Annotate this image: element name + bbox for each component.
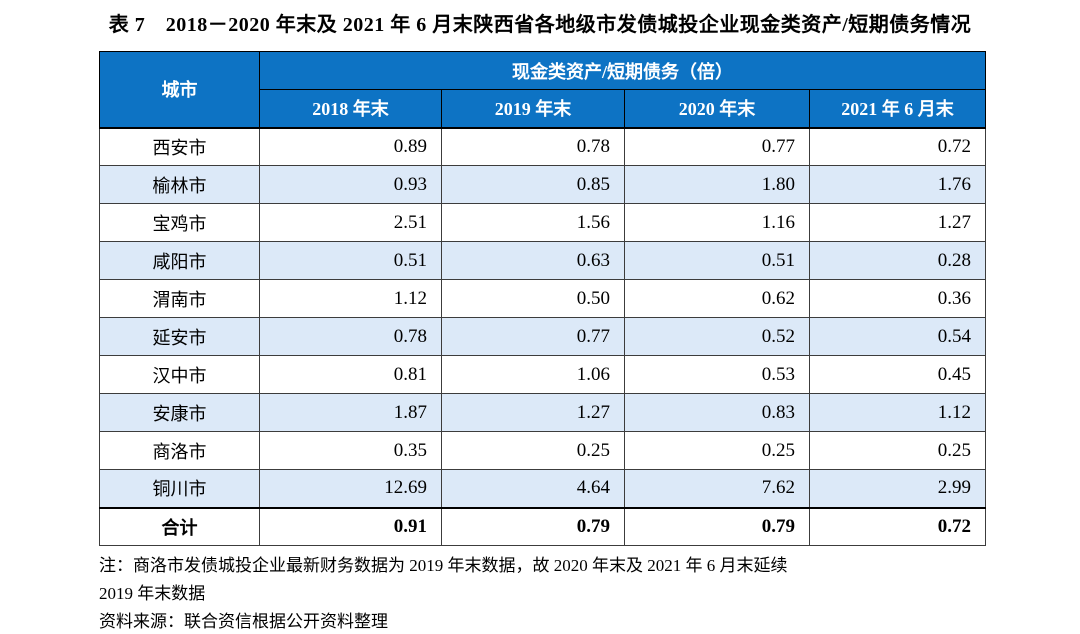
- value-cell: 1.06: [441, 355, 625, 394]
- total-value-cell: 0.79: [441, 506, 625, 546]
- value-cell: 0.36: [809, 279, 986, 318]
- value-cell: 0.89: [259, 127, 442, 166]
- table-row: 西安市 0.89 0.78 0.77 0.72: [99, 127, 986, 166]
- note-line-2: 2019 年末数据: [99, 584, 206, 603]
- city-cell: 汉中市: [99, 355, 260, 394]
- total-row: 合计 0.91 0.79 0.79 0.72: [99, 506, 986, 546]
- group-header: 现金类资产/短期债务（倍）: [259, 51, 986, 90]
- value-cell: 0.85: [441, 165, 625, 204]
- col-header-2018: 2018 年末: [259, 89, 442, 129]
- group-header-row: 城市 现金类资产/短期债务（倍）: [99, 51, 986, 129]
- table-row: 商洛市 0.35 0.25 0.25 0.25: [99, 431, 986, 470]
- value-cell: 0.78: [259, 317, 442, 356]
- value-cell: 1.87: [259, 393, 442, 432]
- value-cell: 0.51: [624, 241, 810, 280]
- city-cell: 铜川市: [99, 469, 260, 508]
- value-cell: 0.72: [809, 127, 986, 166]
- table-row: 咸阳市 0.51 0.63 0.51 0.28: [99, 241, 986, 280]
- value-cell: 1.27: [809, 203, 986, 242]
- table-row: 铜川市 12.69 4.64 7.62 2.99: [99, 469, 986, 508]
- value-cell: 2.99: [809, 469, 986, 508]
- value-cell: 4.64: [441, 469, 625, 508]
- value-cell: 0.81: [259, 355, 442, 394]
- table-body: 西安市 0.89 0.78 0.77 0.72 榆林市 0.93 0.85 1.…: [99, 127, 986, 508]
- note-line-1: 注：商洛市发债城投企业最新财务数据为 2019 年末数据，故 2020 年末及 …: [99, 556, 788, 575]
- table-row: 安康市 1.87 1.27 0.83 1.12: [99, 393, 986, 432]
- total-value-cell: 0.91: [259, 506, 442, 546]
- total-label-cell: 合计: [99, 506, 260, 546]
- city-cell: 安康市: [99, 393, 260, 432]
- table-row: 汉中市 0.81 1.06 0.53 0.45: [99, 355, 986, 394]
- value-cell: 0.54: [809, 317, 986, 356]
- value-cell: 0.77: [624, 127, 810, 166]
- city-cell: 榆林市: [99, 165, 260, 204]
- value-cell: 0.93: [259, 165, 442, 204]
- value-cell: 0.83: [624, 393, 810, 432]
- value-cell: 0.35: [259, 431, 442, 470]
- value-cell: 1.56: [441, 203, 625, 242]
- table-row: 延安市 0.78 0.77 0.52 0.54: [99, 317, 986, 356]
- value-cell: 1.16: [624, 203, 810, 242]
- table-notes: 注：商洛市发债城投企业最新财务数据为 2019 年末数据，故 2020 年末及 …: [99, 552, 985, 634]
- city-cell: 渭南市: [99, 279, 260, 318]
- col-header-2021h1: 2021 年 6 月末: [809, 89, 986, 129]
- value-cell: 0.50: [441, 279, 625, 318]
- value-cell: 12.69: [259, 469, 442, 508]
- value-cell: 0.51: [259, 241, 442, 280]
- city-cell: 延安市: [99, 317, 260, 356]
- value-cell: 0.25: [809, 431, 986, 470]
- table-row: 渭南市 1.12 0.50 0.62 0.36: [99, 279, 986, 318]
- value-cell: 0.77: [441, 317, 625, 356]
- value-cell: 7.62: [624, 469, 810, 508]
- cash-to-short-term-debt-table: 城市 现金类资产/短期债务（倍） 2018 年末 2019 年末 2020 年末…: [99, 51, 986, 546]
- value-cell: 0.25: [441, 431, 625, 470]
- value-cell: 0.45: [809, 355, 986, 394]
- source-line: 资料来源：联合资信根据公开资料整理: [99, 612, 388, 631]
- table-row: 榆林市 0.93 0.85 1.80 1.76: [99, 165, 986, 204]
- value-cell: 0.62: [624, 279, 810, 318]
- value-cell: 0.25: [624, 431, 810, 470]
- value-cell: 1.76: [809, 165, 986, 204]
- value-cell: 0.53: [624, 355, 810, 394]
- value-cell: 2.51: [259, 203, 442, 242]
- city-cell: 宝鸡市: [99, 203, 260, 242]
- corner-header-city: 城市: [99, 51, 260, 129]
- city-cell: 咸阳市: [99, 241, 260, 280]
- table-footer: 合计 0.91 0.79 0.79 0.72: [99, 506, 986, 546]
- city-cell: 西安市: [99, 127, 260, 166]
- col-header-2019: 2019 年末: [441, 89, 625, 129]
- city-cell: 商洛市: [99, 431, 260, 470]
- year-header-row: 2018 年末 2019 年末 2020 年末 2021 年 6 月末: [100, 89, 986, 129]
- total-value-cell: 0.72: [809, 506, 986, 546]
- table-title: 表 7 2018－2020 年末及 2021 年 6 月末陕西省各地级市发债城投…: [108, 14, 972, 36]
- value-cell: 1.12: [259, 279, 442, 318]
- value-cell: 0.28: [809, 241, 986, 280]
- value-cell: 0.78: [441, 127, 625, 166]
- col-header-2020: 2020 年末: [624, 89, 810, 129]
- value-cell: 0.63: [441, 241, 625, 280]
- value-cell: 1.27: [441, 393, 625, 432]
- value-cell: 1.12: [809, 393, 986, 432]
- table-header: 城市 现金类资产/短期债务（倍） 2018 年末 2019 年末 2020 年末…: [99, 51, 986, 129]
- value-cell: 1.80: [624, 165, 810, 204]
- value-cell: 0.52: [624, 317, 810, 356]
- total-value-cell: 0.79: [624, 506, 810, 546]
- table-row: 宝鸡市 2.51 1.56 1.16 1.27: [99, 203, 986, 242]
